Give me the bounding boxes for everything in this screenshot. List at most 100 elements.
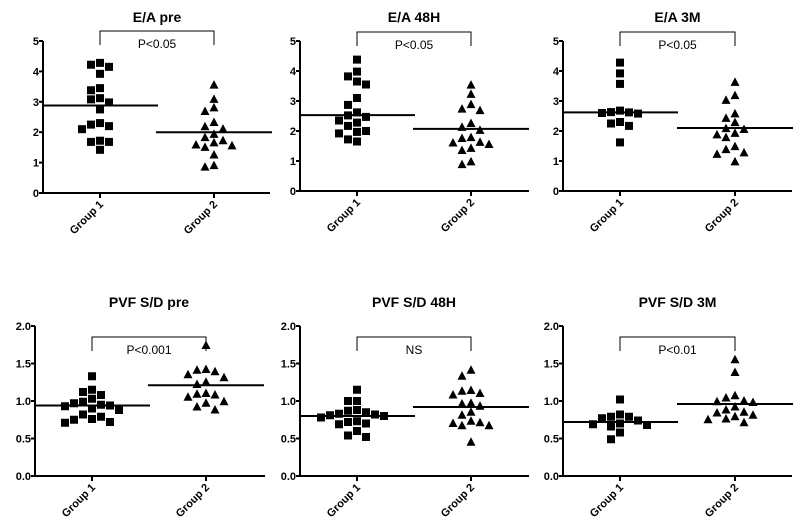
y-tick-label: 2.0 [544,321,559,333]
data-point-triangle [730,402,740,411]
data-point-square [106,418,114,426]
y-tick-label: 4 [33,66,40,78]
data-point-triangle [475,137,485,146]
significance-bracket [356,31,472,46]
data-point-triangle [730,128,740,137]
data-point-square [344,418,352,426]
data-point-triangle [201,340,211,349]
data-point-triangle [739,407,749,416]
data-point-triangle [466,99,476,109]
y-tick-label: 2 [290,126,296,138]
data-point-triangle [219,396,229,406]
data-point-triangle [201,377,211,386]
data-point-square [70,415,78,424]
data-point-triangle [721,405,731,414]
data-point-triangle [209,80,219,89]
data-point-square [607,422,615,431]
data-point-square [353,406,361,414]
data-point-square [344,72,352,81]
data-point-triangle [466,132,476,142]
data-point-triangle [475,388,485,397]
significance-bracket [356,336,472,351]
data-point-square [371,410,379,419]
data-point-triangle [201,398,211,407]
y-tick-label: 3 [553,96,559,108]
y-tick-label: 1.5 [16,359,31,371]
data-point-square [87,137,95,146]
data-point-triangle [218,124,228,133]
data-point-square [353,385,361,394]
y-tick-label: 0 [33,188,39,200]
data-point-square [70,399,78,408]
significance-label: P<0.05 [395,38,434,52]
y-tick-label: 1 [290,156,296,168]
data-point-triangle [209,129,219,138]
significance-label: P<0.05 [138,37,177,51]
data-point-triangle [457,386,467,395]
x-tick-label: Group 2 [703,482,741,520]
data-point-triangle [218,135,228,145]
y-tick-label: 0.5 [544,434,559,446]
data-point-triangle [721,95,731,104]
data-point-square [607,412,615,421]
y-tick-label: 1.0 [544,396,559,408]
significance-label: P<0.05 [658,38,697,52]
data-point-triangle [730,90,740,100]
y-tick-label: 1 [33,158,39,170]
data-point-triangle [457,159,467,169]
y-tick-label: 5 [290,36,296,48]
data-point-square [353,94,361,102]
y-tick-label: 0.0 [281,471,296,483]
data-point-triangle [448,138,458,147]
data-point-triangle [466,365,476,374]
significance-label: P<0.01 [658,343,697,357]
data-point-square [344,121,352,130]
y-tick-label: 1.5 [544,359,559,371]
data-point-triangle [730,117,740,127]
data-point-triangle [192,389,202,398]
data-point-triangle [210,405,220,414]
data-point-square [616,138,624,147]
data-point-triangle [200,162,210,171]
data-point-square [634,416,642,425]
data-point-triangle [730,108,740,118]
data-point-square [96,145,104,154]
data-point-square [616,395,624,404]
chart-title: E/A pre [133,9,182,25]
y-tick-label: 1 [553,156,559,168]
data-point-triangle [466,143,476,152]
data-point-square [353,397,361,405]
data-point-square [344,431,352,440]
data-point-square [353,417,361,426]
data-point-triangle [200,106,210,116]
chart-panel-4: PVF S/D pre 0.0 0.5 1.0 1.5 2.0 Group 1 Group 2… [16,294,265,520]
data-point-triangle [200,142,210,151]
data-point-triangle [457,410,467,419]
data-point-square [97,412,105,421]
data-point-square [362,80,370,89]
data-point-triangle [466,156,476,166]
data-point-square [97,391,105,399]
data-point-triangle [466,80,476,89]
y-tick-label: 1.0 [281,396,296,408]
chart-panel-1: E/A pre 0 1 2 3 4 5 Group 1 Group 2 P<0.05 [33,9,272,237]
x-tick-label: Group 2 [703,197,741,235]
data-point-square [335,409,343,418]
data-point-triangle [448,390,458,399]
data-point-triangle [192,402,202,411]
data-point-square [335,129,343,138]
y-tick-label: 3 [290,96,296,108]
data-point-square [344,100,352,109]
y-tick-label: 2 [33,127,39,139]
data-point-square [96,136,104,145]
data-point-triangle [712,149,722,158]
data-point-square [607,119,615,128]
data-point-triangle [730,390,740,400]
data-point-square [79,397,87,406]
y-tick-label: 5 [553,36,559,48]
data-point-triangle [209,117,219,126]
data-point-triangle [730,354,740,364]
y-tick-label: 0.5 [281,434,296,446]
data-point-triangle [721,132,731,142]
